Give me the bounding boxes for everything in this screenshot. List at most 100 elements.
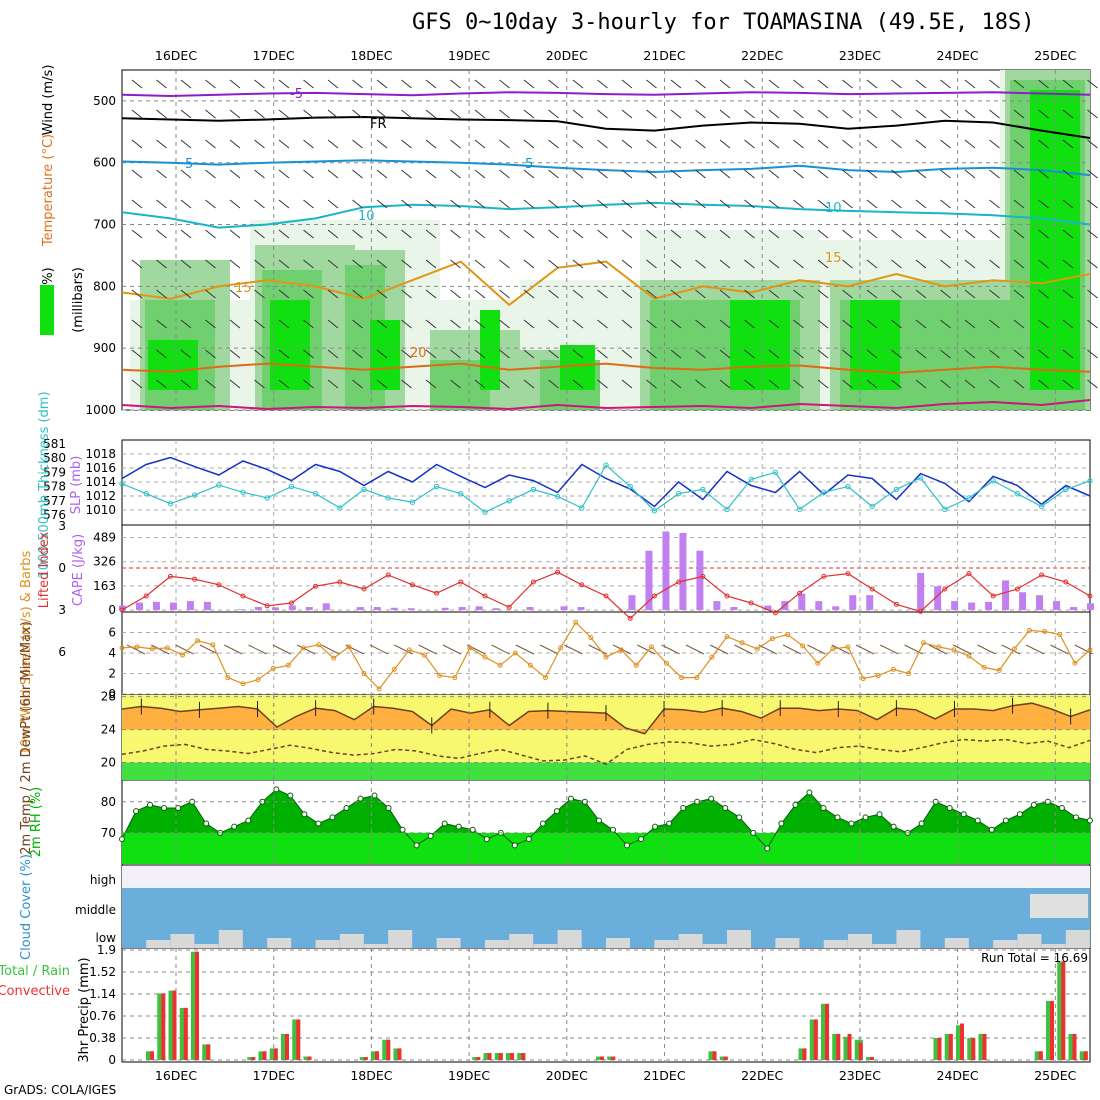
y-tick-label: 80: [101, 795, 116, 809]
wind-barb: [744, 259, 755, 269]
thickness-point: [312, 490, 319, 497]
rh2m-point: [988, 826, 995, 833]
wind-barb: [940, 319, 951, 329]
wind-barb: [1038, 259, 1049, 269]
wind-barb: [376, 289, 388, 299]
wind-barb: [376, 259, 388, 269]
wind-barb: [842, 199, 853, 209]
wind-barb: [719, 349, 731, 359]
wind-barb: [205, 229, 216, 239]
cloud-high-bar: [727, 866, 751, 874]
wind-barb: [793, 289, 804, 299]
wind-barb: [1087, 199, 1098, 209]
wind-barb: [425, 199, 437, 209]
lifted-index-point: [361, 586, 367, 592]
wind-speed-point: [875, 673, 881, 679]
cloud-high-bar: [170, 866, 195, 870]
cape-bar: [764, 605, 772, 610]
wind-barb: [254, 109, 265, 119]
bottom-date-label: 22DEC: [741, 1068, 783, 1083]
wind-barb: [131, 79, 143, 89]
y-axis-label: SLP (mb): [69, 456, 84, 515]
wind-barb: [842, 169, 853, 179]
wind-barb: [254, 379, 265, 389]
wind-barb: [744, 379, 755, 389]
precip-convective-bar: [476, 1057, 481, 1060]
wind-barb: [229, 319, 241, 329]
wind-barb: [474, 349, 486, 359]
wind-barb: [915, 289, 927, 299]
wind-barb: [401, 349, 412, 359]
wind-barb: [744, 79, 755, 89]
wind-barb: [474, 259, 486, 269]
wind-barb: [646, 289, 657, 299]
wind-barb: [719, 379, 731, 389]
cloud-low-bar: [315, 940, 340, 948]
wind-barb: [548, 169, 559, 179]
thickness-point: [869, 503, 875, 510]
wind-barb: [572, 109, 584, 119]
wind-barb: [548, 319, 559, 329]
wind-barb: [670, 349, 682, 359]
wind-speed-point: [558, 645, 564, 651]
cloud-low-bar: [364, 944, 388, 948]
cloud-high-bar: [460, 866, 485, 870]
wind-barb: [964, 349, 976, 359]
wind-barb: [1013, 229, 1025, 239]
y-axis-label: (millibars): [71, 267, 86, 333]
thickness-point: [482, 509, 488, 515]
rh2m-point: [553, 808, 560, 815]
isotherm-FR: [121, 115, 1091, 139]
isotherm-20: [121, 362, 1091, 374]
thickness-point: [845, 483, 851, 490]
wind-barb: [229, 379, 241, 389]
thickness-point: [893, 486, 900, 493]
wind-barb: [254, 229, 265, 239]
wind-barb: [817, 199, 829, 209]
y-tick-label: 800: [93, 279, 116, 293]
lifted-index-point: [845, 571, 851, 577]
wind-barb: [180, 229, 192, 239]
surface-wind-barb: [442, 644, 462, 655]
wind-speed-point: [1027, 627, 1032, 633]
wind-barb: [597, 229, 608, 239]
rh-legend-swatch: [40, 285, 54, 335]
wind-speed-point: [210, 642, 216, 648]
wind-barb: [695, 79, 706, 89]
cape-bar: [254, 607, 262, 610]
rh2m-point: [918, 820, 925, 827]
wind-barb: [621, 139, 633, 149]
cloud-low-bar: [1065, 930, 1090, 948]
cloud-low-bar: [267, 938, 292, 948]
wind-barb: [180, 319, 192, 329]
wind-barb: [793, 229, 804, 239]
cape-bar: [985, 601, 993, 610]
y-tick-label: 28: [101, 690, 116, 704]
cape-bar: [322, 603, 330, 610]
wind-barb: [131, 199, 143, 209]
thickness-point: [119, 481, 125, 487]
wind-barb: [793, 79, 804, 89]
precip-convective-bar: [206, 1044, 211, 1060]
lifted-index-point: [458, 579, 464, 585]
wind-barb: [621, 289, 633, 299]
wind-barb: [180, 289, 192, 299]
wind-barb: [793, 379, 804, 389]
wind-barb: [401, 169, 412, 179]
wind-barb: [376, 199, 388, 209]
rh2m-point: [722, 805, 729, 811]
wind-barb: [278, 169, 290, 179]
wind-barb: [254, 139, 265, 149]
rh2m-point: [1002, 817, 1009, 824]
wind-barb: [254, 169, 265, 179]
wind-speed-point: [1087, 647, 1093, 653]
lifted-index-point: [869, 586, 875, 592]
wind-barb: [842, 349, 853, 359]
wind-barb: [915, 139, 927, 149]
rh2m-point: [652, 823, 659, 830]
surface-wind-barb: [1001, 644, 1021, 655]
lifted-index-point: [893, 601, 899, 607]
wind-speed-point: [830, 646, 836, 652]
cloud-low-bar: [678, 934, 703, 948]
wind-barb: [866, 379, 878, 389]
